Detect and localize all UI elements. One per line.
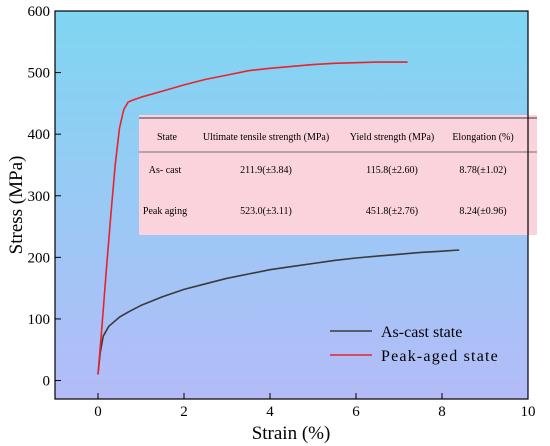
series-line-peak-aged [97,61,408,375]
table-cell-r1-ys: 115.8(±2.60) [366,165,418,176]
table-cell-r2-state: Peak aging [143,206,187,217]
series-line-as-cast [97,249,460,375]
y-tick-label: 200 [28,250,51,266]
y-tick-label: 300 [28,189,51,205]
properties-table: State Ultimate tensile strength (MPa) Yi… [139,115,537,235]
legend-label-as-cast: As-cast state [381,324,462,341]
x-tick-label: 8 [438,404,446,420]
y-axis-label: Stress (MPa) [6,156,27,255]
table-cell-r2-ys: 451.8(±2.76) [366,206,418,217]
y-tick-label: 600 [28,4,51,20]
table-cell-r1-state: As- cast [149,165,182,176]
x-tick-label: 6 [352,404,360,420]
y-tick-label: 0 [43,374,51,390]
y-tick-label: 100 [28,312,51,328]
legend-label-peak-aged: Peak-aged state [381,348,499,365]
table-cell-r2-elong: 8.24(±0.96) [459,206,506,217]
table-background [139,115,537,235]
x-tick-label: 4 [266,404,274,420]
table-header-ys: Yield strength (MPa) [350,132,434,143]
curves-layer [97,61,460,375]
x-axis-label: Strain (%) [252,423,331,444]
table-header-elong: Elongation (%) [452,132,513,143]
y-tick-label: 500 [28,66,51,82]
x-tick-label: 0 [94,404,102,420]
legend: As-cast state Peak-aged state [330,324,499,365]
y-tick-label: 400 [28,127,51,143]
table-cell-r1-uts: 211.9(±3.84) [240,165,292,176]
table-header-uts: Ultimate tensile strength (MPa) [203,132,329,143]
x-tick-label: 2 [180,404,188,420]
table-cell-r2-uts: 523.0(±3.11) [240,206,292,217]
table-cell-r1-elong: 8.78(±1.02) [459,165,506,176]
table-header-state: State [157,132,178,143]
x-tick-label: 10 [521,404,536,420]
axes-frame [54,10,529,400]
